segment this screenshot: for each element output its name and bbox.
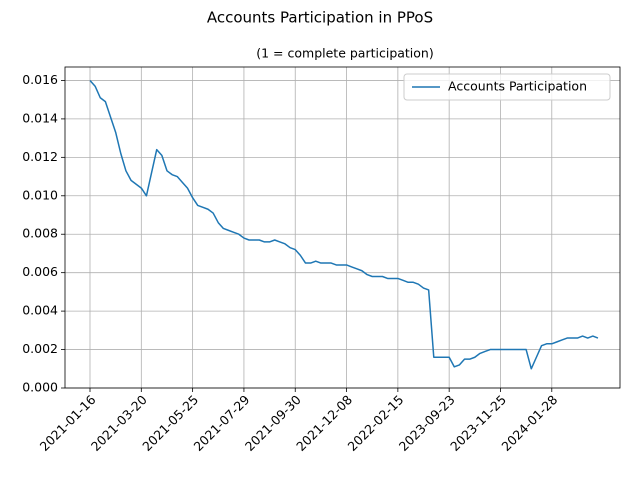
chart-subtitle: (1 = complete participation) — [256, 46, 433, 61]
chart-title: Accounts Participation in PPoS — [207, 9, 433, 27]
data-line — [89, 79, 599, 370]
y-tick-label: 0.006 — [22, 264, 58, 279]
legend-label: Accounts Participation — [448, 79, 587, 94]
y-tick-label: 0.014 — [22, 110, 58, 125]
y-tick-label: 0.004 — [22, 303, 58, 318]
y-tick-label: 0.012 — [22, 149, 58, 164]
y-tick-label: 0.016 — [22, 72, 58, 87]
plot-frame — [64, 66, 621, 389]
y-tick-label: 0.008 — [22, 226, 58, 241]
legend-box — [403, 73, 611, 101]
y-tick-label: 0.002 — [22, 341, 58, 356]
y-tick-label: 0.000 — [22, 380, 58, 395]
y-tick-label: 0.010 — [22, 187, 58, 202]
